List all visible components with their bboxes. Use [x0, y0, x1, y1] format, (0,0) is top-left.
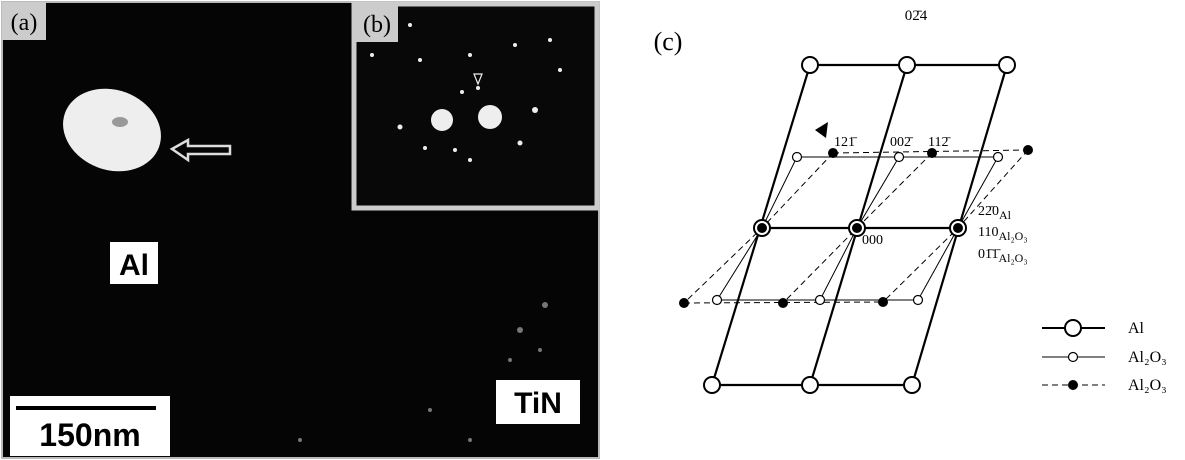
legend-label: Al	[1128, 320, 1145, 337]
marker	[815, 122, 828, 138]
spot-label: 02̄4	[905, 8, 928, 24]
scale-label: 150nm	[39, 417, 140, 453]
legend-label: Al₂O₃	[1128, 349, 1167, 366]
zone-axis: 22̄0Al	[978, 204, 1012, 222]
spot-label: 002̄	[890, 135, 914, 150]
index: 22̄0	[978, 204, 999, 219]
legend-marker	[1065, 320, 1081, 336]
index: 110	[978, 225, 998, 240]
spot-label: 112̄	[928, 135, 951, 150]
particle-label: Al	[119, 249, 149, 282]
panel-b: (b)	[354, 4, 597, 208]
phase: Al	[999, 208, 1012, 222]
particle-shade	[112, 117, 128, 127]
phase: Al₂O₃	[998, 251, 1027, 265]
spot-label: 000	[862, 233, 883, 248]
panel-label: (b)	[363, 12, 391, 38]
phase: Al₂O₃	[998, 229, 1027, 243]
matrix-label: TiN	[514, 387, 562, 420]
legend-marker	[1068, 380, 1078, 390]
figure: (a) Al TiN 150nm (b) (c)	[0, 0, 1185, 460]
spot-label: 121̄	[834, 135, 858, 150]
legend: Al Al₂O₃ Al₂O₃	[1042, 320, 1167, 394]
zone-axis: 110Al₂O₃	[978, 225, 1028, 243]
panel-label: (a)	[11, 10, 38, 36]
panel-c: (c) 02̄4 121̄ 002̄ 112̄ 000 22̄0Al 110Al…	[654, 8, 1167, 394]
legend-label: Al₂O₃	[1128, 377, 1167, 394]
panel-label: (c)	[654, 27, 683, 56]
legend-marker	[1069, 353, 1078, 362]
zone-axis: 01̄1̄Al₂O₃	[978, 247, 1028, 265]
